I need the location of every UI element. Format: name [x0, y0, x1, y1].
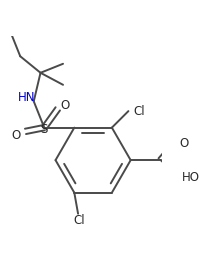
Text: O: O — [61, 98, 70, 112]
Text: O: O — [12, 129, 21, 142]
Text: Cl: Cl — [133, 105, 145, 118]
Text: HN: HN — [18, 91, 36, 104]
Text: HO: HO — [182, 171, 200, 184]
Text: S: S — [41, 123, 48, 136]
Text: O: O — [179, 137, 188, 150]
Text: Cl: Cl — [73, 214, 85, 227]
